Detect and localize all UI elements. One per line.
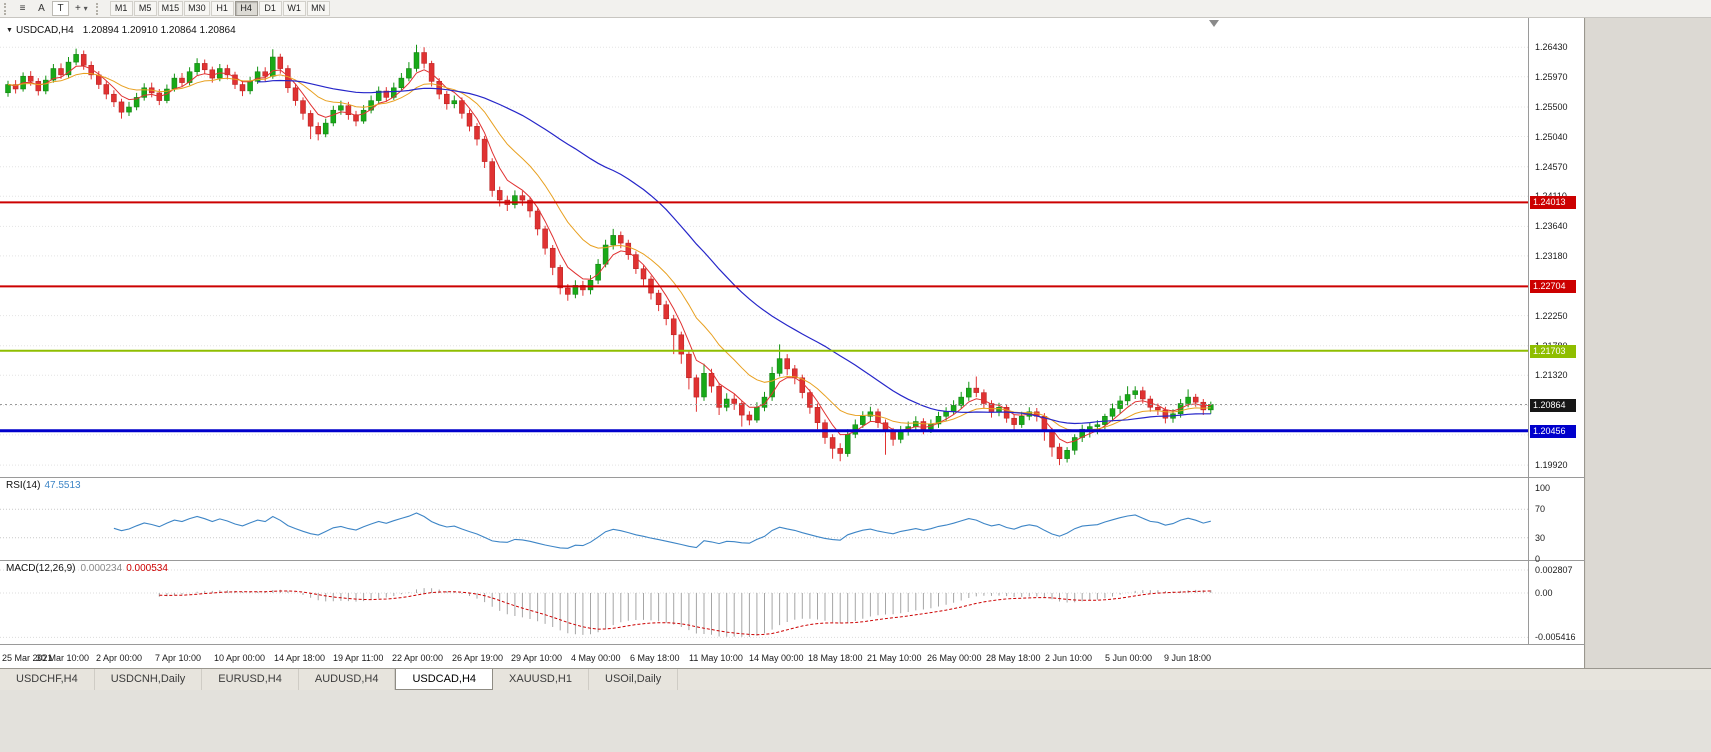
price-scale-label: 1.25970 (1535, 72, 1568, 82)
timeframe-button-mn[interactable]: MN (306, 1, 330, 16)
time-axis-label: 7 Apr 10:00 (155, 653, 202, 663)
time-axis-label: 26 Apr 19:00 (452, 653, 504, 663)
ma-mid-line (7, 72, 1211, 431)
timeframe-button-m15[interactable]: M15 (157, 1, 184, 16)
chart-tab-eurusd-h4[interactable]: EURUSD,H4 (202, 669, 299, 690)
time-axis-label: 21 May 10:00 (867, 653, 922, 663)
timeframe-button-m5[interactable]: M5 (133, 1, 157, 16)
price-scale-label: 1.25040 (1535, 132, 1568, 142)
charts-menu-button[interactable]: ≡ (19, 3, 26, 14)
chart-tab-audusd-h4[interactable]: AUDUSD,H4 (299, 669, 396, 690)
price-scale-label: 1.23640 (1535, 221, 1568, 231)
chart-tab-usoil-daily[interactable]: USOil,Daily (589, 669, 679, 690)
bottom-strip (0, 690, 1711, 752)
time-axis-label: 18 May 18:00 (808, 653, 863, 663)
time-axis-label: 2 Apr 00:00 (96, 653, 143, 663)
timeframe-button-m1[interactable]: M1 (109, 1, 133, 16)
rsi-name: RSI(14) (6, 480, 41, 491)
rsi-scale-label: 100 (1535, 483, 1551, 493)
price-scale-label: 1.24570 (1535, 162, 1568, 172)
rsi-line (113, 512, 1211, 549)
time-axis-label: 30 Mar 10:00 (36, 653, 90, 663)
timeframe-toolbar: M1 M5 M15 M30 H1 H4 D1 W1 MN (109, 1, 331, 16)
candlestick-series (5, 44, 1214, 466)
plus-icon: + (75, 3, 81, 14)
time-axis-label: 25 Mar 2021 (2, 653, 53, 663)
macd-main-value: 0.000234 (80, 563, 123, 574)
symbol-dropdown-icon[interactable]: ▼ (6, 27, 13, 34)
chart-tab-usdcnh-daily[interactable]: USDCNH,Daily (95, 669, 203, 690)
hline-price-badge: 1.22704 (1530, 280, 1576, 293)
macd-name: MACD(12,26,9) (6, 563, 76, 574)
hline-price-badge: 1.21703 (1530, 345, 1576, 358)
rsi-label: RSI(14) 47.5513 (6, 480, 81, 491)
macd-scale-label: -0.005416 (1535, 632, 1576, 642)
time-axis-label: 4 May 00:00 (571, 653, 621, 663)
rsi-scale-label: 0 (1535, 554, 1541, 564)
ma-slow-line (257, 79, 1211, 425)
time-axis-label: 11 May 10:00 (689, 653, 743, 663)
time-axis-label: 5 Jun 00:00 (1105, 653, 1153, 663)
toolbar-grip[interactable] (4, 2, 9, 15)
price-scale-label: 1.26430 (1535, 42, 1568, 52)
chart-window-usdcad-h4[interactable]: ▼ USDCAD,H4 1.20894 1.20910 1.20864 1.2086… (0, 18, 1585, 668)
time-axis-label: 22 Apr 00:00 (392, 653, 444, 663)
timeframe-button-h4[interactable]: H4 (234, 1, 258, 16)
timeframe-button-w1[interactable]: W1 (282, 1, 306, 16)
hline-price-badge: 1.24013 (1530, 196, 1576, 209)
chart-tab-xauusd-h1[interactable]: XAUUSD,H1 (493, 669, 589, 690)
price-scale[interactable]: 1.264301.259701.255001.250401.245701.241… (1529, 18, 1585, 668)
time-axis[interactable]: 25 Mar 2021 30 Mar 10:00 2 Apr 00:00 7 Apr … (0, 645, 1528, 668)
current-price-badge: 1.20864 (1530, 399, 1576, 412)
chart-title: ▼ USDCAD,H4 1.20894 1.20910 1.20864 1.2086… (6, 25, 236, 36)
chart-shift-marker[interactable] (1209, 20, 1219, 27)
macd-signal-line (159, 590, 1211, 636)
drawing-tools-button[interactable]: + ▾ (71, 1, 92, 16)
timeframe-button-m30[interactable]: M30 (184, 1, 210, 16)
timeframe-button-h1[interactable]: H1 (210, 1, 234, 16)
rsi-value: 47.5513 (44, 480, 81, 491)
price-scale-label: 1.23180 (1535, 251, 1568, 261)
time-axis-label: 6 May 18:00 (630, 653, 680, 663)
rsi-scale-label: 30 (1535, 533, 1546, 543)
time-axis-label: 26 May 00:00 (927, 653, 982, 663)
price-scale-label: 1.25500 (1535, 102, 1568, 112)
price-scale-label: 1.21320 (1535, 370, 1568, 380)
bear-bodies (12, 52, 1207, 459)
macd-histogram (158, 588, 1212, 637)
workspace-background (1586, 18, 1711, 668)
rsi-scale-label: 70 (1535, 504, 1546, 514)
time-axis-label: 29 Apr 10:00 (511, 653, 563, 663)
time-axis-label: 14 May 00:00 (749, 653, 804, 663)
text-tool-button[interactable]: T (52, 1, 69, 16)
timeframe-button-d1[interactable]: D1 (258, 1, 282, 16)
panel-separators (0, 18, 1585, 645)
time-axis-label: 10 Apr 00:00 (214, 653, 266, 663)
macd-signal-value: 0.000534 (126, 563, 168, 574)
chart-tab-usdchf-h4[interactable]: USDCHF,H4 (0, 669, 95, 690)
time-axis-label: 19 Apr 11:00 (333, 653, 384, 663)
chart-symbol-period: USDCAD,H4 (15, 25, 74, 36)
time-axis-label: 9 Jun 18:00 (1164, 653, 1212, 663)
time-axis-label: 28 May 18:00 (986, 653, 1041, 663)
chart-tabs-bar: USDCHF,H4 USDCNH,Daily EURUSD,H4 AUDUSD,H4 U… (0, 668, 1711, 690)
ma-fast-line (7, 65, 1211, 444)
hline-price-badge: 1.20456 (1530, 425, 1576, 438)
annotation-a-button[interactable]: A (38, 3, 45, 14)
chart-ohlc-values: 1.20894 1.20910 1.20864 1.20864 (82, 25, 236, 36)
time-axis-label: 2 Jun 10:00 (1045, 653, 1093, 663)
macd-label: MACD(12,26,9) 0.000234 0.000534 (6, 563, 168, 574)
time-axis-label: 14 Apr 18:00 (274, 653, 326, 663)
macd-scale-label: 0.00 (1535, 588, 1553, 598)
top-toolbar: ≡ A T + ▾ M1 M5 M15 M30 H1 H4 D1 W1 MN (0, 0, 1711, 18)
chevron-down-icon: ▾ (83, 4, 88, 13)
price-scale-label: 1.22250 (1535, 311, 1568, 321)
macd-scale-label: 0.002807 (1535, 565, 1573, 575)
price-scale-label: 1.19920 (1535, 460, 1568, 470)
toolbar-grip-2[interactable] (95, 2, 101, 15)
chart-canvas[interactable] (0, 18, 1585, 668)
chart-tab-usdcad-h4[interactable]: USDCAD,H4 (395, 669, 494, 690)
rsi-level-lines (0, 508, 1528, 539)
